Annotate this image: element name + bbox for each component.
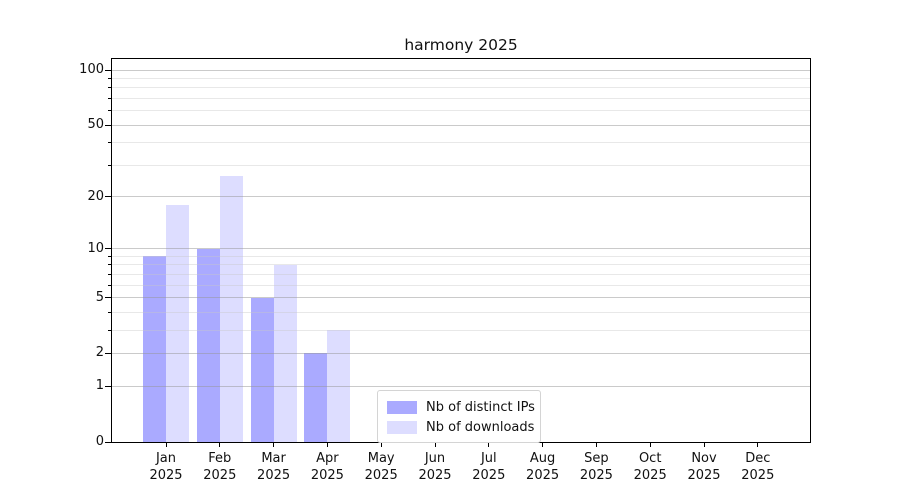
x-tick-label-month-mar: Mar	[261, 451, 286, 466]
x-tick-label-month-oct: Oct	[638, 451, 662, 466]
x-tick-nov	[703, 443, 705, 447]
minor-gridline-60	[112, 110, 810, 112]
y-minor-tick-30	[108, 164, 111, 166]
bar-distinct-ips-apr	[304, 353, 328, 442]
x-tick-oct	[649, 443, 651, 447]
y-tick-label-50: 50	[87, 117, 104, 133]
x-tick-label-year-jan: 2025	[149, 468, 183, 483]
y-tick-label-100: 100	[79, 62, 104, 78]
y-tick-label-10: 10	[87, 240, 104, 256]
y-tick-10	[105, 248, 111, 250]
x-tick-label-year-may: 2025	[364, 468, 398, 483]
x-tick-label-month-apr: Apr	[316, 451, 339, 466]
minor-gridline-80	[112, 87, 810, 89]
x-tick-label-year-feb: 2025	[203, 468, 237, 483]
x-tick-label-month-may: May	[367, 451, 395, 466]
x-tick-label-month-sep: Sep	[584, 451, 609, 466]
minor-gridline-40	[112, 142, 810, 144]
y-minor-tick-6	[108, 284, 111, 286]
y-tick-50	[105, 124, 111, 126]
x-tick-label-year-dec: 2025	[741, 468, 775, 483]
x-tick-label-year-mar: 2025	[257, 468, 291, 483]
y-tick-label-0: 0	[95, 434, 104, 449]
major-gridline-50	[112, 124, 810, 126]
y-minor-tick-4	[108, 311, 111, 313]
x-tick-label-year-oct: 2025	[633, 468, 667, 483]
minor-gridline-6	[112, 284, 810, 286]
y-tick-label-2: 2	[95, 345, 104, 361]
y-minor-tick-40	[108, 142, 111, 144]
bar-downloads-feb	[219, 176, 243, 442]
minor-gridline-8	[112, 264, 810, 266]
y-tick-20	[105, 196, 111, 198]
y-minor-tick-3	[108, 329, 111, 331]
x-tick-apr	[326, 443, 328, 447]
major-gridline-5	[112, 297, 810, 299]
y-tick-2	[105, 352, 111, 354]
x-tick-sep	[595, 443, 597, 447]
minor-gridline-30	[112, 164, 810, 166]
bar-distinct-ips-jan	[143, 256, 166, 442]
legend-item-distinct-ips: Nb of distinct IPs	[387, 397, 535, 417]
major-gridline-1	[112, 385, 810, 387]
minor-gridline-7	[112, 273, 810, 275]
legend-swatch-downloads	[387, 420, 417, 434]
bar-downloads-jan	[166, 204, 189, 442]
major-gridline-100	[112, 69, 810, 71]
x-tick-label-month-nov: Nov	[691, 451, 717, 466]
y-tick-label-20: 20	[87, 188, 104, 204]
chart-title: harmony 2025	[404, 36, 518, 54]
x-tick-label-month-jan: Jan	[155, 451, 177, 466]
x-tick-label-year-jul: 2025	[472, 468, 506, 483]
x-tick-mar	[273, 443, 275, 447]
x-tick-label-month-dec: Dec	[745, 451, 771, 466]
minor-gridline-70	[112, 98, 810, 100]
x-tick-label-year-aug: 2025	[526, 468, 560, 483]
y-minor-tick-70	[108, 98, 111, 100]
y-minor-tick-80	[108, 87, 111, 89]
legend-label-downloads: Nb of downloads	[426, 419, 535, 435]
x-tick-label-month-aug: Aug	[529, 451, 556, 466]
y-tick-1	[105, 385, 111, 387]
x-tick-aug	[542, 443, 544, 447]
major-gridline-10	[112, 248, 810, 250]
major-gridline-2	[112, 352, 810, 354]
x-tick-label-month-jun: Jun	[424, 451, 446, 466]
y-tick-label-1: 1	[95, 378, 104, 394]
y-tick-100	[105, 69, 111, 71]
x-tick-label-month-jul: Jul	[480, 451, 497, 466]
minor-gridline-90	[112, 78, 810, 80]
y-minor-tick-60	[108, 110, 111, 112]
x-tick-feb	[219, 443, 221, 447]
legend-item-downloads: Nb of downloads	[387, 417, 535, 437]
minor-gridline-9	[112, 255, 810, 257]
legend: Nb of distinct IPs Nb of downloads	[377, 390, 541, 443]
x-tick-label-month-feb: Feb	[208, 451, 232, 466]
bar-distinct-ips-mar	[250, 297, 274, 442]
x-tick-dec	[757, 443, 759, 447]
x-tick-label-year-nov: 2025	[687, 468, 721, 483]
y-tick-0	[105, 441, 111, 443]
x-tick-label-year-sep: 2025	[579, 468, 613, 483]
y-minor-tick-7	[108, 273, 111, 275]
y-minor-tick-8	[108, 264, 111, 266]
y-minor-tick-9	[108, 255, 111, 257]
x-tick-may	[380, 443, 382, 447]
bar-distinct-ips-feb	[196, 248, 220, 442]
y-tick-label-5: 5	[95, 289, 104, 305]
x-tick-jul	[488, 443, 490, 447]
x-tick-label-year-apr: 2025	[310, 468, 344, 483]
y-minor-tick-90	[108, 78, 111, 80]
plot-area: Nb of distinct IPs Nb of downloads	[111, 58, 811, 443]
x-tick-jun	[434, 443, 436, 447]
major-gridline-20	[112, 196, 810, 198]
minor-gridline-4	[112, 311, 810, 313]
y-tick-5	[105, 297, 111, 299]
x-tick-label-year-jun: 2025	[418, 468, 452, 483]
minor-gridline-3	[112, 329, 810, 331]
x-tick-jan	[165, 443, 167, 447]
legend-swatch-distinct-ips	[387, 400, 417, 414]
legend-label-distinct-ips: Nb of distinct IPs	[426, 399, 535, 415]
